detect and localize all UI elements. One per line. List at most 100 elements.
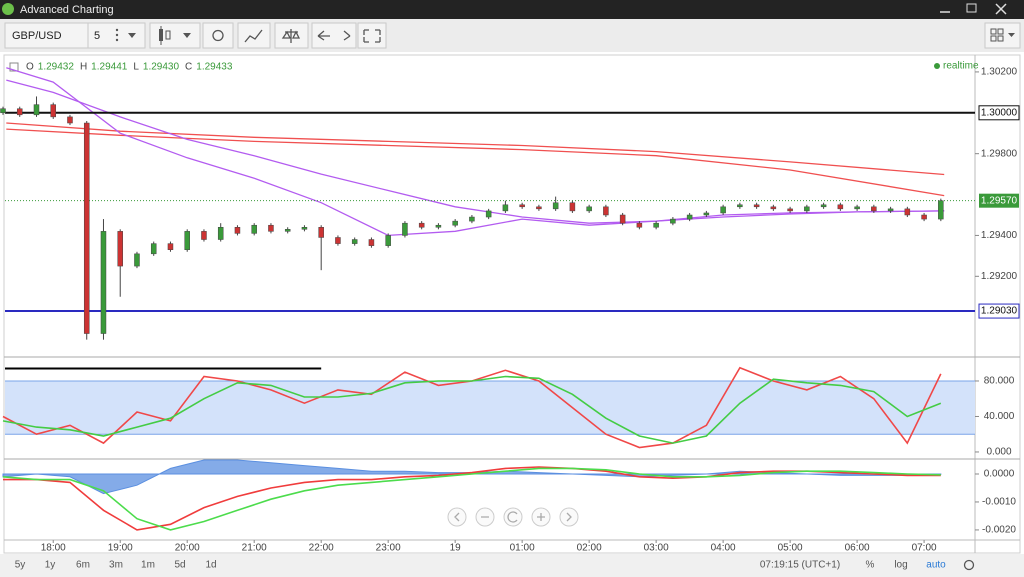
ohlc-label: L — [133, 62, 139, 73]
candle-body — [720, 206, 726, 214]
candle-body — [586, 206, 592, 212]
candle-body — [619, 214, 626, 224]
candle-body — [686, 214, 693, 220]
y-tick-label: 1.30200 — [981, 67, 1018, 78]
navigation-icons — [454, 511, 572, 523]
indicator-line — [2, 375, 942, 444]
candle-body — [921, 214, 927, 220]
candle-body — [569, 202, 576, 212]
candle-body — [134, 253, 140, 267]
candle-body — [335, 237, 341, 244]
candle-body — [854, 206, 860, 210]
title-bar — [0, 0, 1024, 19]
x-tick-label: 18:00 — [41, 543, 66, 554]
fullscreen-button[interactable] — [357, 22, 387, 49]
range-button[interactable]: 5d — [174, 560, 185, 571]
scale-option[interactable]: % — [866, 560, 875, 571]
indicator-line — [2, 467, 941, 531]
x-tick-label: 23:00 — [376, 543, 401, 554]
moving-average-line — [6, 128, 945, 197]
fullscreen-icon — [363, 29, 381, 43]
ohlc-value: 1.29430 — [143, 62, 180, 73]
scale-option[interactable]: log — [894, 560, 907, 571]
candle-body — [536, 206, 542, 210]
range-button[interactable]: 6m — [76, 560, 90, 571]
x-tick-label: 21:00 — [242, 543, 267, 554]
layout-icon — [990, 28, 1015, 42]
candle-body — [887, 208, 894, 212]
x-tick-label: 22:00 — [309, 543, 334, 554]
candle-body — [837, 204, 844, 210]
interval: 5 — [94, 30, 100, 42]
moving-average-line — [6, 122, 945, 176]
price-label-box — [978, 303, 1020, 319]
candle-body — [502, 204, 509, 212]
status-dot — [934, 63, 940, 69]
indicators-button[interactable] — [237, 22, 271, 49]
range-button[interactable]: 1d — [205, 560, 216, 571]
candle-body — [100, 231, 107, 334]
candle-body — [452, 220, 458, 226]
candle-body — [0, 108, 6, 114]
ohlc-value: 1.29441 — [91, 62, 128, 73]
candle-body — [435, 224, 442, 228]
settings-button[interactable] — [202, 22, 234, 49]
candle-body — [268, 224, 274, 232]
x-tick-label: 03:00 — [644, 543, 669, 554]
ohlc-label: H — [80, 62, 87, 73]
navigation-controls[interactable] — [447, 507, 579, 527]
price-label: 1.30000 — [981, 107, 1018, 118]
price-label-box — [978, 105, 1020, 121]
scale-icon — [281, 29, 301, 43]
y-tick-label: 1.29200 — [981, 271, 1018, 282]
x-tick-label: 06:00 — [845, 543, 870, 554]
candle-body — [318, 227, 324, 238]
candle-body — [50, 104, 56, 118]
candle-body — [904, 208, 911, 216]
candle-body — [418, 222, 425, 228]
interval-menu-icon — [115, 28, 136, 42]
status: realtime — [943, 61, 979, 72]
x-tick-label: 20:00 — [175, 543, 200, 554]
candle-body — [201, 231, 207, 240]
bottom-bar — [0, 554, 1024, 577]
chart-type-button[interactable] — [149, 22, 201, 49]
settings-icon[interactable] — [963, 559, 975, 571]
candle-body — [301, 227, 308, 230]
candle-body — [184, 231, 190, 250]
symbol-box[interactable] — [4, 22, 89, 49]
scale-option[interactable]: auto — [926, 560, 946, 571]
candle-body — [33, 104, 40, 116]
ohlc-value: 1.29433 — [196, 62, 233, 73]
collapse-icon[interactable] — [9, 62, 19, 72]
candle-body — [938, 200, 944, 220]
candle-body — [670, 218, 676, 224]
indicators-icon — [244, 29, 263, 43]
x-tick-label: 02:00 — [577, 543, 602, 554]
candle-body — [402, 222, 408, 236]
x-tick-label: 19 — [450, 543, 462, 554]
candle-body — [284, 229, 291, 232]
undo-icon — [317, 30, 330, 41]
candle-body — [703, 212, 710, 216]
candle-body — [737, 204, 743, 208]
candle-body — [469, 216, 475, 222]
range-button[interactable]: 5y — [15, 560, 26, 571]
range-button[interactable]: 1m — [141, 560, 155, 571]
x-tick-label: 07:00 — [912, 543, 937, 554]
moving-average-line — [6, 67, 945, 237]
range-button[interactable]: 1y — [45, 560, 56, 571]
candle-body — [251, 224, 257, 234]
candle-body — [351, 239, 358, 244]
window-controls[interactable] — [940, 3, 1007, 15]
redo-icon — [343, 30, 351, 41]
x-tick-label: 19:00 — [108, 543, 133, 554]
candle-body — [485, 210, 492, 218]
candle-icon — [159, 26, 191, 45]
range-button[interactable]: 3m — [109, 560, 123, 571]
candle-body — [167, 243, 174, 250]
candle-body — [552, 202, 559, 210]
candle-body — [871, 206, 877, 212]
x-tick-label: 05:00 — [778, 543, 803, 554]
